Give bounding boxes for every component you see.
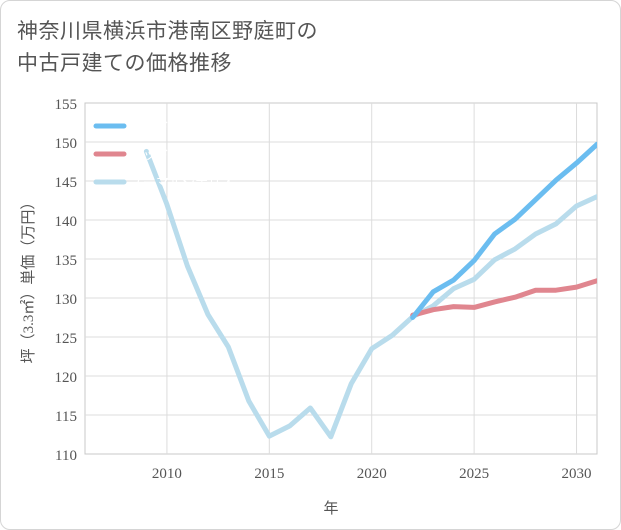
chart-title-line1: 神奈川県横浜市港南区野庭町の (17, 19, 318, 43)
y-tick-label: 115 (55, 409, 77, 425)
series-lines (143, 141, 597, 440)
x-tick-labels: 2010 2015 2020 2025 2030 (152, 466, 592, 482)
series-line-normal (143, 148, 597, 440)
legend-item-normal: ノーマルシナリオ (93, 175, 234, 190)
legend-item-good: グッドシナリオ (93, 119, 221, 134)
y-tick-label: 110 (55, 448, 77, 464)
x-tick-label: 2020 (357, 466, 387, 482)
y-tick-label: 120 (55, 370, 78, 386)
x-tick-label: 2025 (459, 466, 489, 482)
y-tick-label: 150 (55, 136, 78, 152)
y-tick-label: 135 (55, 253, 78, 269)
x-tick-label: 2030 (562, 466, 592, 482)
legend-label: ノーマルシナリオ (130, 175, 234, 190)
series-line-good (410, 141, 597, 320)
y-tick-label: 145 (55, 175, 78, 191)
y-tick-label: 125 (55, 331, 78, 347)
chart-title: 神奈川県横浜市港南区野庭町の 中古戸建ての価格推移 (17, 15, 577, 79)
x-tick-label: 2010 (152, 466, 182, 482)
y-tick-label: 155 (55, 97, 78, 113)
y-tick-label: 130 (55, 292, 78, 308)
legend-item-bad: バッドシナリオ (93, 147, 221, 162)
x-axis-label: 年 (323, 500, 338, 517)
plot-area (84, 102, 598, 455)
chart-title-line2: 中古戸建ての価格推移 (17, 51, 232, 75)
legend-label: グッドシナリオ (130, 119, 221, 134)
x-tick-label: 2015 (254, 466, 284, 482)
legend-label: バッドシナリオ (130, 147, 221, 162)
y-tick-label: 140 (55, 214, 78, 230)
y-tick-labels: 110 115 120 125 130 135 140 145 150 155 (55, 97, 78, 464)
series-line-bad (410, 278, 597, 318)
y-axis-label: 坪（3.3㎡）単価（万円） (20, 195, 37, 364)
